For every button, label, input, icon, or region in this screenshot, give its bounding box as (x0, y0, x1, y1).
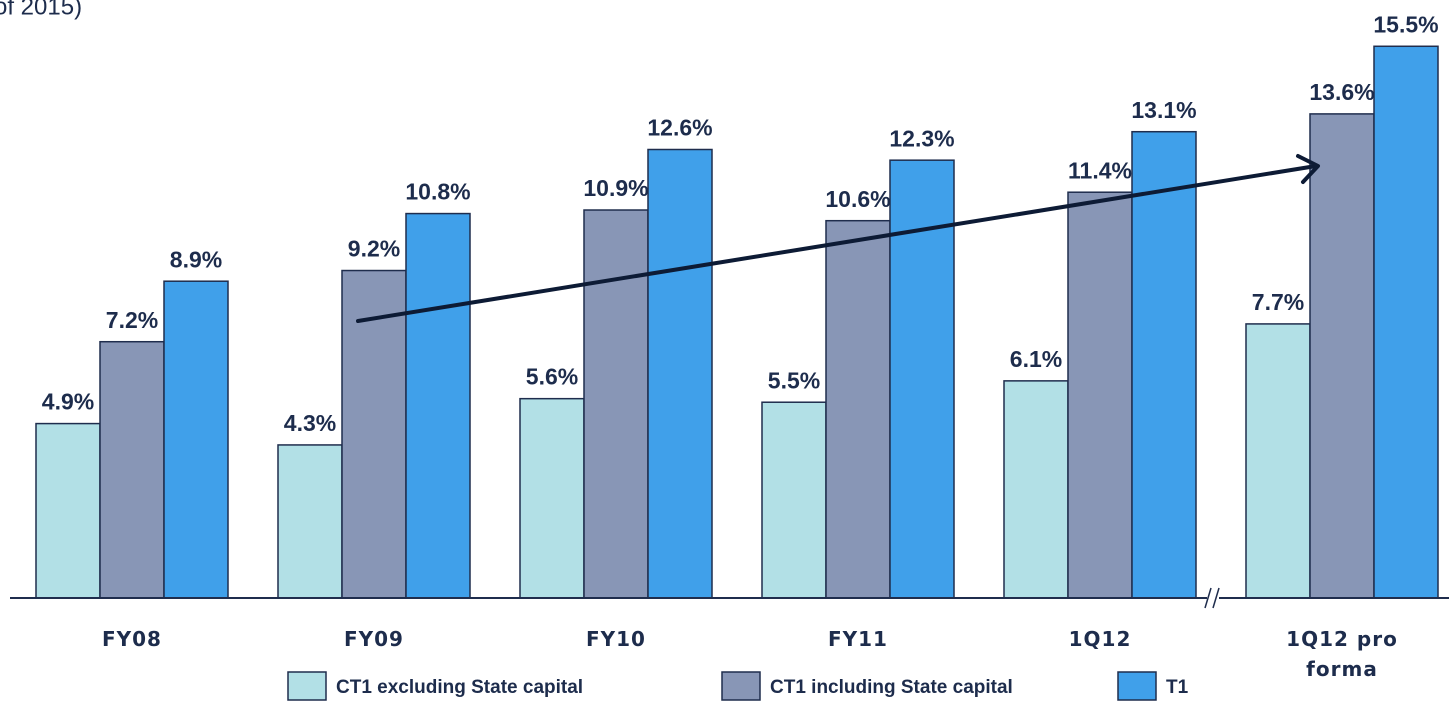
axis-break-gap (1207, 594, 1219, 602)
bar (825, 219, 891, 599)
data-label: 9.2% (348, 236, 400, 262)
bar (163, 280, 229, 599)
data-label: 10.9% (583, 175, 648, 201)
bar (1245, 323, 1311, 599)
legend-label: T1 (1166, 677, 1189, 698)
bar (1373, 45, 1439, 599)
axis-break (1212, 587, 1220, 609)
legend-label: CT1 including State capital (770, 677, 1013, 698)
data-label: 13.1% (1131, 97, 1196, 123)
arrow-head (1296, 154, 1320, 184)
legend-swatch (721, 671, 761, 701)
bar (341, 269, 407, 599)
x-tick-label: FY11 (828, 627, 888, 651)
data-label: 10.8% (405, 179, 470, 205)
bar (1309, 113, 1375, 599)
bar (583, 209, 649, 599)
subtitle: of 2015) (0, 0, 82, 20)
data-label: 13.6% (1309, 79, 1374, 105)
data-label: 4.3% (284, 410, 336, 436)
x-tick-label: FY09 (344, 627, 404, 651)
x-tick-label: FY08 (102, 627, 162, 651)
data-label: 5.6% (526, 364, 578, 390)
data-label: 15.5% (1373, 11, 1438, 37)
x-tick-label: 1Q12 (1068, 627, 1132, 651)
axis-break (1204, 587, 1212, 609)
data-label: 10.6% (825, 186, 890, 212)
data-label: 6.1% (1010, 346, 1062, 372)
bar (1131, 130, 1197, 599)
bar (35, 422, 101, 599)
bar (519, 397, 585, 599)
x-tick-label: 1Q12 pro forma (1286, 627, 1398, 681)
legend-swatch (1117, 671, 1157, 701)
bar (1003, 380, 1069, 599)
data-label: 7.7% (1252, 289, 1304, 315)
bar (405, 212, 471, 599)
bar (647, 148, 713, 599)
data-label: 12.3% (889, 125, 954, 151)
data-label: 12.6% (647, 115, 712, 141)
data-label: 7.2% (106, 307, 158, 333)
bar (761, 401, 827, 599)
legend-label: CT1 excluding State capital (336, 677, 583, 698)
data-label: 11.4% (1068, 157, 1132, 183)
data-label: 4.9% (42, 389, 94, 415)
data-label: 5.5% (768, 367, 820, 393)
data-label: 8.9% (170, 246, 222, 272)
legend-swatch (287, 671, 327, 701)
bar (1067, 191, 1133, 599)
bar (99, 340, 165, 599)
x-tick-label: FY10 (586, 627, 646, 651)
bar (277, 444, 343, 599)
trend-arrow (356, 164, 1318, 323)
